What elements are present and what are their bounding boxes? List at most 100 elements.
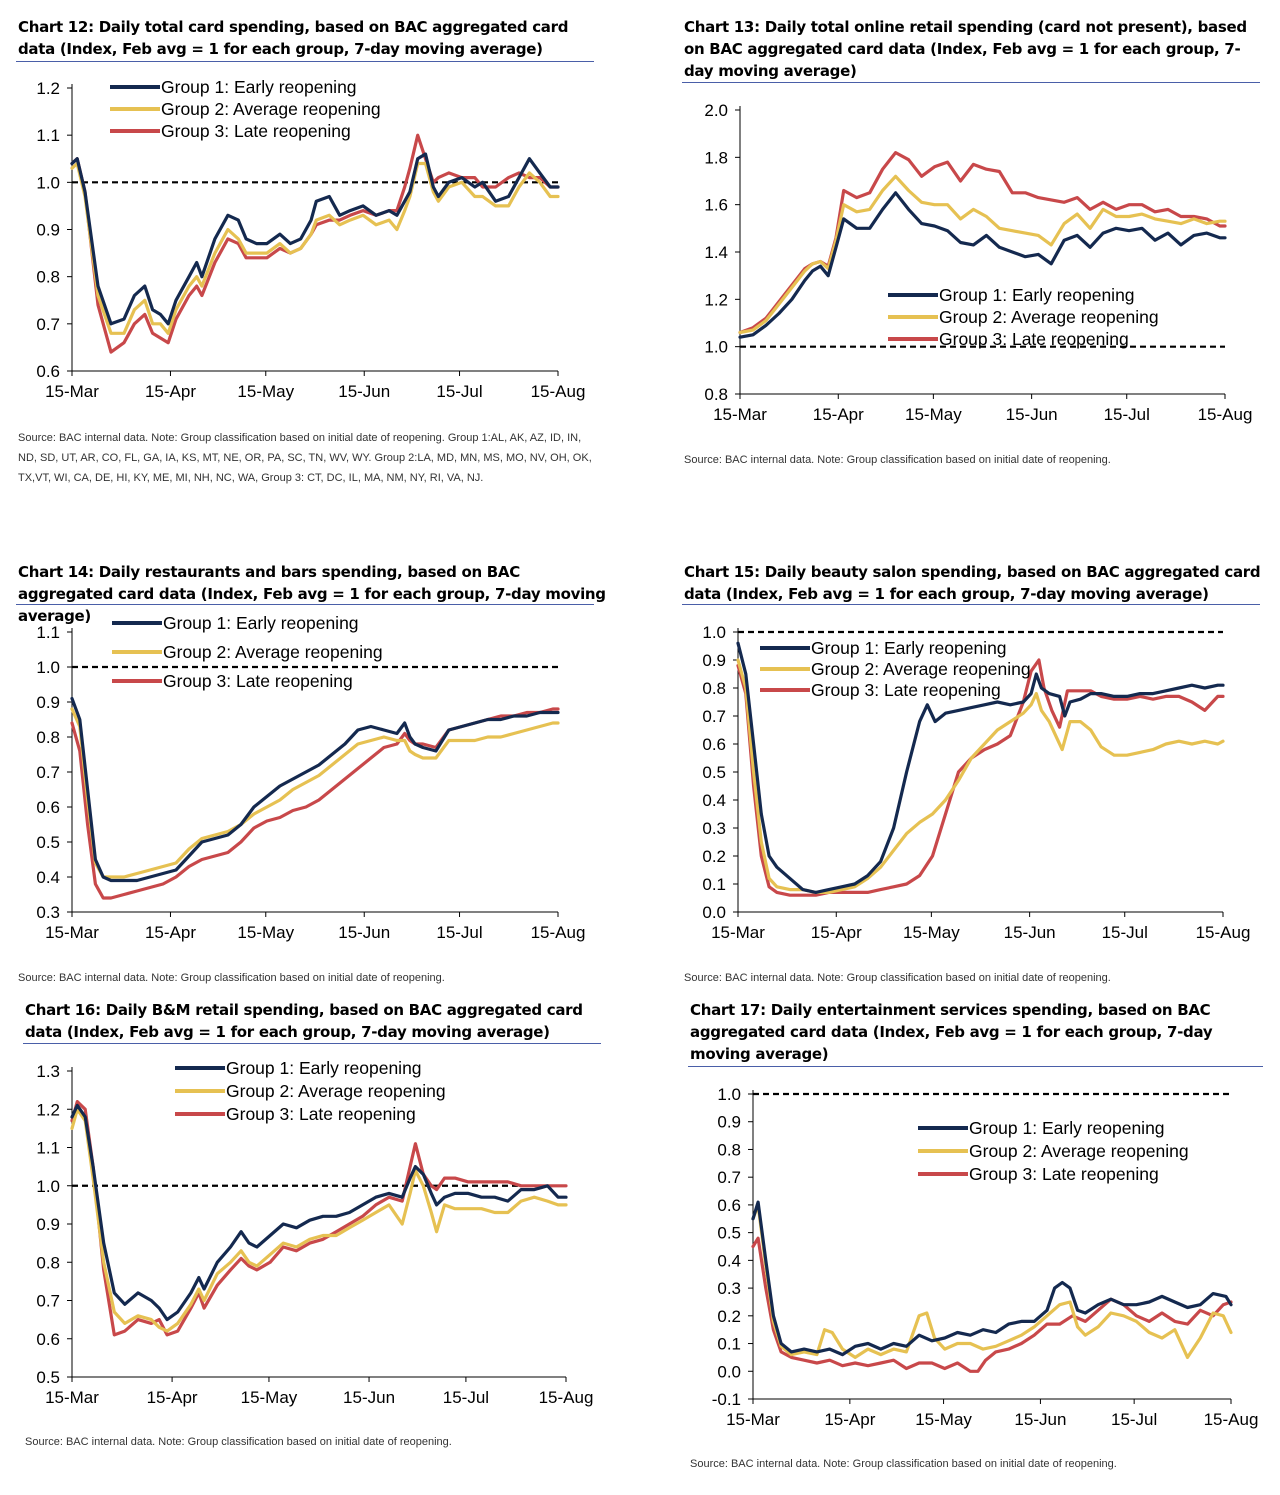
x-tick-label: 15-Apr (145, 382, 196, 401)
chart-title: Chart 16: Daily B&M retail spending, bas… (25, 1001, 583, 1041)
y-tick-label: 0.8 (717, 1140, 741, 1159)
series-line-group-1 (70, 152, 560, 326)
x-tick-label: 15-Jul (443, 1388, 489, 1407)
y-tick-label: 0.7 (36, 1292, 60, 1311)
source-note: Source: BAC internal data. Note: Group c… (25, 1436, 452, 1448)
y-tick-label: 1.8 (704, 148, 728, 167)
title-divider (688, 1066, 1263, 1067)
y-tick-label: 1.0 (702, 623, 726, 642)
y-tick-label: 0.1 (717, 1335, 741, 1354)
y-tick-label: -0.1 (712, 1390, 741, 1409)
series-line-group-1 (70, 1103, 568, 1322)
y-tick-label: 1.2 (704, 290, 728, 309)
series-line-group-2 (70, 1107, 568, 1333)
x-tick-label: 15-Mar (45, 382, 99, 401)
y-tick-label: 0.8 (702, 679, 726, 698)
source-note: Source: BAC internal data. Note: Group c… (18, 972, 445, 984)
legend-label-group-1: Group 1: Early reopening (226, 1058, 422, 1078)
y-tick-label: 1.4 (704, 243, 728, 262)
x-tick-label: 15-Jun (343, 1388, 395, 1407)
x-tick-label: 15-Jul (1111, 1410, 1157, 1429)
legend-label-group-2: Group 2: Average reopening (161, 99, 381, 119)
x-tick-label: 15-May (237, 923, 294, 942)
y-tick-label: 0.8 (704, 385, 728, 404)
x-tick-label: 15-May (915, 1410, 972, 1429)
y-tick-label: 2.0 (704, 101, 728, 120)
x-tick-label: 15-Mar (45, 923, 99, 942)
x-tick-label: 15-Mar (711, 923, 765, 942)
y-tick-label: 0.6 (717, 1196, 741, 1215)
y-tick-label: 0.5 (36, 1368, 60, 1387)
y-tick-label: 0.3 (702, 819, 726, 838)
source-note: Source: BAC internal data. Note: Group c… (684, 972, 1111, 984)
legend-label-group-2: Group 2: Average reopening (226, 1081, 446, 1101)
x-tick-label: 15-Aug (1198, 405, 1253, 424)
y-tick-label: 0.6 (36, 1330, 60, 1349)
y-tick-label: 0.7 (36, 315, 60, 334)
chart-title: Chart 12: Daily total card spending, bas… (18, 18, 569, 58)
series-line-group-1 (738, 191, 1227, 339)
series-line-group-1 (736, 641, 1225, 894)
x-tick-label: 15-Aug (1204, 1410, 1259, 1429)
chart12-plot: 1.2 1.1 1.0 0.9 0.8 0.7 0.615-Mar 15-Apr 15-May 1… (36, 77, 586, 401)
y-tick-label: 0.4 (702, 791, 726, 810)
title-divider (682, 82, 1260, 83)
y-tick-label: 1.0 (36, 658, 60, 677)
series-line-group-2 (70, 161, 560, 335)
legend-label-group-1: Group 1: Early reopening (969, 1118, 1165, 1138)
series-line-group-1 (70, 696, 560, 883)
chart-title: Chart 13: Daily total online retail spen… (684, 18, 1247, 80)
series-line-group-2 (738, 174, 1227, 335)
x-tick-label: 15-Jul (436, 382, 482, 401)
legend-label-group-3: Group 3: Late reopening (161, 121, 351, 141)
x-tick-label: 15-Jul (436, 923, 482, 942)
x-tick-label: 15-Aug (531, 382, 586, 401)
chart14-plot: 1.1 1.0 0.9 0.8 0.7 0.6 0.5 0.4 0.315-Mar 15-Apr 1… (36, 613, 586, 942)
x-tick-label: 15-Jun (1014, 1410, 1066, 1429)
source-note: Source: BAC internal data. Note: Group c… (18, 432, 592, 484)
legend-label-group-3: Group 3: Late reopening (226, 1104, 416, 1124)
series-line-group-2 (751, 1203, 1233, 1359)
chart-title: Chart 17: Daily entertainment services s… (690, 1001, 1213, 1063)
x-tick-label: 15-Aug (531, 923, 586, 942)
x-tick-label: 15-Aug (539, 1388, 594, 1407)
y-tick-label: 1.3 (36, 1062, 60, 1081)
title-divider (16, 61, 594, 62)
x-tick-label: 15-Apr (813, 405, 864, 424)
y-tick-label: 0.9 (702, 651, 726, 670)
chart-title: Chart 14: Daily restaurants and bars spe… (18, 563, 606, 625)
y-tick-label: 0.2 (702, 847, 726, 866)
y-tick-label: 1.2 (36, 1100, 60, 1119)
legend-label-group-2: Group 2: Average reopening (969, 1141, 1189, 1161)
y-tick-label: 0.7 (702, 707, 726, 726)
chart15-plot: 1.0 0.9 0.8 0.7 0.6 0.5 0.4 0.3 0.2 0.1 0.015-Mar 1… (702, 623, 1250, 942)
chart-title: Chart 15: Daily beauty salon spending, b… (684, 563, 1261, 603)
title-divider (23, 1043, 601, 1044)
legend-label-group-3: Group 3: Late reopening (939, 329, 1129, 349)
legend-label-group-3: Group 3: Late reopening (811, 680, 1001, 700)
x-tick-label: 15-Apr (824, 1410, 875, 1429)
x-tick-label: 15-Apr (811, 923, 862, 942)
y-tick-label: 0.5 (717, 1224, 741, 1243)
x-tick-label: 15-Jul (1102, 923, 1148, 942)
y-tick-label: 0.5 (702, 763, 726, 782)
y-tick-label: 0.4 (36, 868, 60, 887)
legend-label-group-1: Group 1: Early reopening (811, 638, 1007, 658)
y-tick-label: 0.8 (36, 728, 60, 747)
series-line-group-3 (751, 1236, 1233, 1373)
y-tick-label: 1.0 (36, 1177, 60, 1196)
x-tick-label: 15-May (237, 382, 294, 401)
y-tick-label: 0.8 (36, 268, 60, 287)
title-divider (682, 604, 1260, 605)
y-tick-label: 1.0 (36, 173, 60, 192)
y-tick-label: 1.1 (36, 1139, 60, 1158)
y-tick-label: 0.6 (702, 735, 726, 754)
series-line-group-1 (751, 1200, 1233, 1357)
y-tick-label: 0.5 (36, 833, 60, 852)
y-tick-label: 1.6 (704, 196, 728, 215)
y-tick-label: 0.9 (36, 693, 60, 712)
y-tick-label: 0.2 (717, 1307, 741, 1326)
chart17-plot: 1.00.90.80.70.60.50.40.30.20.10.0-0.115-… (712, 1085, 1259, 1429)
y-tick-label: 0.9 (717, 1113, 741, 1132)
y-tick-label: 0.9 (36, 221, 60, 240)
